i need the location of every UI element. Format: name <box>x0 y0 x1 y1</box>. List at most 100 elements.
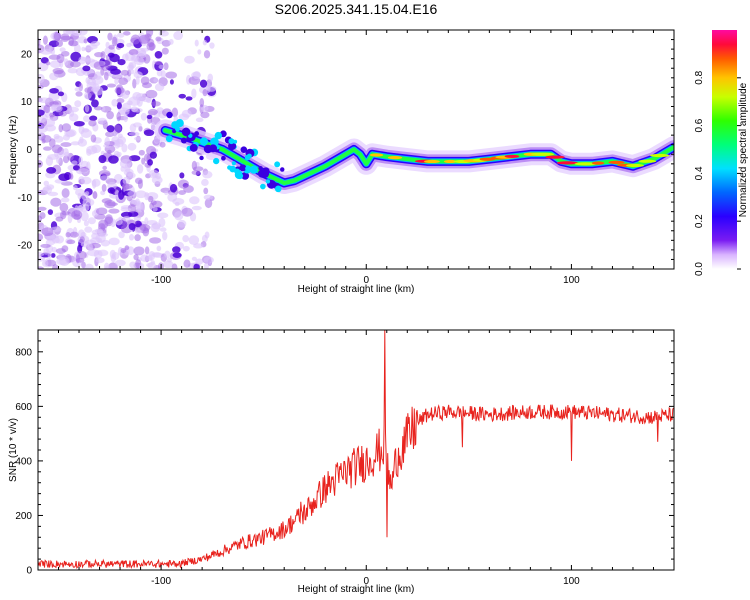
noise-blob <box>102 165 108 171</box>
noise-blob <box>128 155 141 162</box>
noise-blob <box>101 65 109 71</box>
noise-blob <box>117 58 126 66</box>
noise-blob <box>135 202 145 213</box>
noise-blob <box>97 117 107 125</box>
noise-blob <box>47 209 54 215</box>
noise-blob <box>83 115 91 122</box>
noise-blob <box>192 71 201 80</box>
noise-blob <box>104 136 111 147</box>
ridge-blob <box>194 131 200 137</box>
ridge-blob <box>165 135 173 143</box>
noise-blob <box>51 104 62 111</box>
noise-blob <box>46 167 57 174</box>
noise-blob <box>129 123 137 133</box>
noise-blob <box>209 42 215 49</box>
noise-blob <box>149 151 157 159</box>
noise-blob <box>122 31 131 36</box>
noise-blob <box>89 115 98 121</box>
noise-blob <box>171 107 179 118</box>
noise-blob <box>75 188 85 196</box>
x-tick-label: -100 <box>151 275 171 286</box>
noise-blob <box>159 141 166 148</box>
noise-blob <box>174 201 180 207</box>
noise-blob <box>114 259 126 267</box>
noise-blob <box>53 133 60 140</box>
noise-blob <box>91 99 99 108</box>
noise-blob <box>138 125 143 132</box>
ridge-blob <box>221 155 226 161</box>
noise-blob <box>91 144 102 154</box>
y-tick-label: 0 <box>26 145 32 156</box>
noise-blob <box>160 187 171 194</box>
noise-blob <box>155 172 162 180</box>
noise-blob <box>73 43 81 54</box>
ridge-peak <box>556 161 578 165</box>
noise-blob <box>80 231 87 238</box>
noise-blob <box>159 30 166 34</box>
noise-blob <box>92 86 104 96</box>
noise-blob <box>121 102 132 113</box>
noise-blob <box>203 187 209 195</box>
ridge-peak <box>574 162 597 166</box>
noise-blob <box>38 215 43 223</box>
noise-blob <box>83 38 88 44</box>
noise-blob <box>50 253 56 258</box>
noise-blob <box>50 197 62 207</box>
y-tick-label: 20 <box>21 49 33 60</box>
noise-blob <box>183 259 191 268</box>
noise-blob <box>164 190 169 196</box>
noise-blob <box>63 58 69 66</box>
ridge-blob <box>274 185 282 193</box>
noise-blob <box>52 116 58 121</box>
noise-blob <box>73 120 85 127</box>
noise-blob <box>49 88 59 94</box>
y-tick-label: -20 <box>18 241 33 252</box>
noise-blob <box>181 207 193 217</box>
ridge-blob <box>228 138 235 145</box>
ridge-peak <box>504 154 520 159</box>
noise-blob <box>80 211 89 222</box>
noise-blob <box>103 71 109 81</box>
noise-blob <box>108 237 120 246</box>
noise-blob <box>149 237 162 244</box>
noise-blob <box>74 87 83 92</box>
noise-blob <box>132 78 137 89</box>
noise-blob <box>81 46 86 52</box>
noise-blob <box>123 113 129 123</box>
noise-blob <box>140 254 149 262</box>
noise-blob <box>43 104 51 114</box>
noise-blob <box>80 129 92 138</box>
noise-blob <box>147 254 153 262</box>
noise-blob <box>114 218 123 226</box>
noise-blob <box>207 73 214 82</box>
noise-blob <box>202 170 213 179</box>
noise-blob <box>144 246 150 255</box>
noise-blob <box>191 256 197 261</box>
ridge-blob <box>240 146 248 153</box>
ridge-blob <box>260 169 270 178</box>
noise-blob <box>51 246 57 253</box>
colorbar-tick-label: 0.6 <box>694 118 705 132</box>
noise-blob <box>79 236 85 243</box>
noise-blob <box>38 73 45 84</box>
ridge-peak <box>545 155 565 159</box>
noise-blob <box>127 142 137 151</box>
noise-blob <box>120 207 132 212</box>
noise-blob <box>104 214 113 225</box>
noise-blob <box>147 195 154 203</box>
colorbar-tick-label: 0.8 <box>694 70 705 84</box>
noise-blob <box>161 47 169 55</box>
ridge-blob <box>199 137 209 146</box>
noise-blob <box>108 44 115 50</box>
noise-blob <box>73 214 82 220</box>
noise-blob <box>53 31 61 41</box>
noise-blob <box>203 256 214 264</box>
noise-blob <box>103 262 110 269</box>
snr-ticks: -100 0 100 0 200 400 600 800 <box>15 329 675 587</box>
noise-blob <box>90 134 97 143</box>
noise-blob <box>120 166 125 172</box>
noise-blob <box>118 77 129 86</box>
ridge-blob <box>210 137 219 147</box>
noise-blob <box>154 83 165 92</box>
